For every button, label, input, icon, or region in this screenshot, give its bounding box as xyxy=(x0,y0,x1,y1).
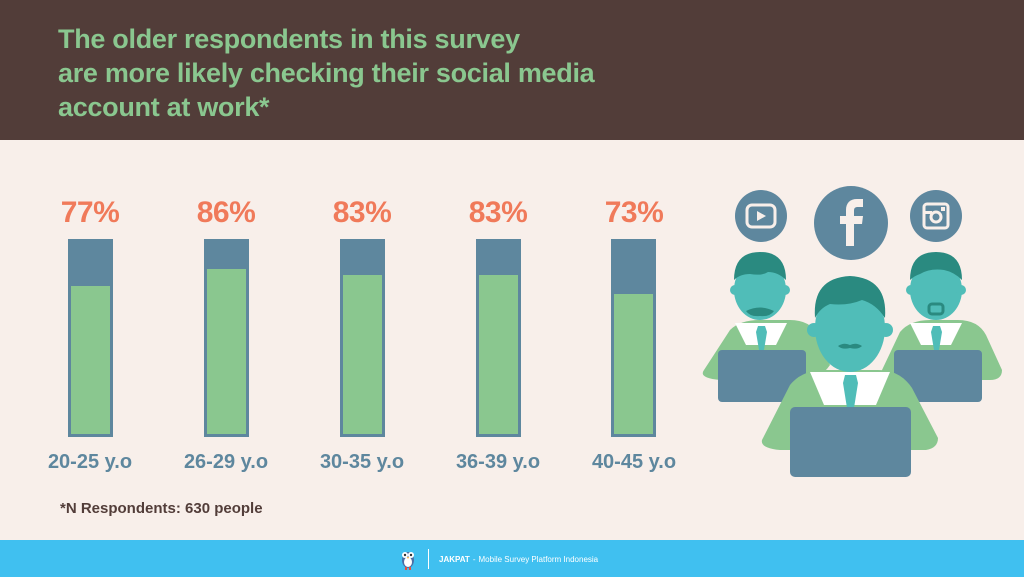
bar-column: 83% 36-39 y.o xyxy=(430,140,566,540)
instagram-icon xyxy=(910,190,962,242)
bar-column: 73% 40-45 y.o xyxy=(566,140,702,540)
header-banner: The older respondents in this survey are… xyxy=(0,0,1024,140)
bar-category-label: 36-39 y.o xyxy=(455,451,541,473)
owl-logo-icon xyxy=(402,552,414,570)
bar-fill xyxy=(614,294,653,434)
bar-category-label: 30-35 y.o xyxy=(319,451,405,473)
bar-value-label: 83% xyxy=(468,196,528,229)
bar-category-label: 20-25 y.o xyxy=(47,451,133,473)
bar-value-label: 77% xyxy=(60,196,120,229)
footer-divider xyxy=(428,549,429,569)
office-workers-illustration xyxy=(690,180,1024,480)
bar-column: 86% 26-29 y.o xyxy=(158,140,294,540)
bar-column: 77% 20-25 y.o xyxy=(22,140,158,540)
bar-value-label: 83% xyxy=(332,196,392,229)
title-line-2: are more likely checking their social me… xyxy=(58,58,595,88)
bar-value-label: 73% xyxy=(604,196,664,229)
bar-fill xyxy=(479,275,518,434)
footer-brand: JAKPAT xyxy=(439,554,470,564)
bar-column: 83% 30-35 y.o xyxy=(294,140,430,540)
youtube-icon xyxy=(735,190,787,242)
worker-center xyxy=(761,276,938,477)
title-line-3: account at work* xyxy=(58,92,270,122)
bar-fill xyxy=(343,275,382,434)
bar-fill xyxy=(71,286,110,434)
respondents-note: *N Respondents: 630 people xyxy=(60,500,263,517)
bar-category-label: 40-45 y.o xyxy=(591,451,677,473)
bar-frame xyxy=(611,239,656,437)
footer-bar: JAKPAT - Mobile Survey Platform Indonesi… xyxy=(0,540,1024,577)
bar-frame xyxy=(340,239,385,437)
footer-separator: - xyxy=(472,554,476,564)
footer-branding: JAKPAT - Mobile Survey Platform Indonesi… xyxy=(400,547,598,571)
worker-right xyxy=(881,252,1002,402)
worker-left xyxy=(702,252,830,402)
bar-fill xyxy=(207,269,246,434)
bar-value-label: 86% xyxy=(196,196,256,229)
bar-category-label: 26-29 y.o xyxy=(183,451,269,473)
bar-frame xyxy=(204,239,249,437)
facebook-icon xyxy=(814,186,888,260)
bar-frame xyxy=(476,239,521,437)
page-title: The older respondents in this survey are… xyxy=(58,22,738,124)
bar-frame xyxy=(68,239,113,437)
title-line-1: The older respondents in this survey xyxy=(58,24,520,54)
footer-tagline: Mobile Survey Platform Indonesia xyxy=(478,554,599,564)
bar-chart: 77% 20-25 y.o 86% 26-29 y.o 83% 30-35 y.… xyxy=(0,140,690,540)
